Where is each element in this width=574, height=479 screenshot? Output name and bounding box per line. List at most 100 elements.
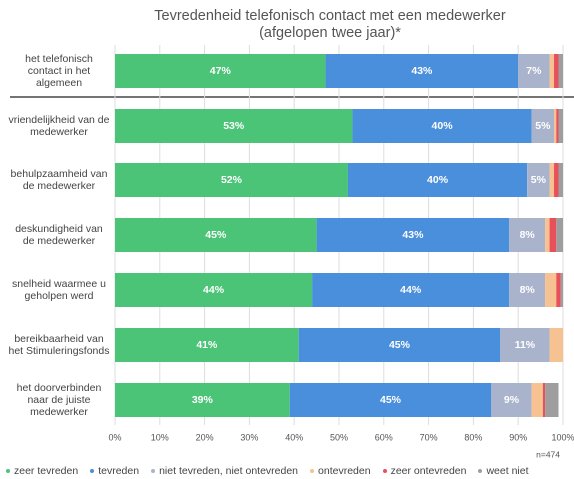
legend-dot [478,469,483,473]
legend-dot [310,469,315,473]
x-tick-label: 60% [375,432,393,442]
category-label: behulpzaamheid van de medewerker [10,168,108,192]
bar-segment [352,109,532,143]
bar-segment [545,273,557,307]
legend-item: weet niet [478,465,529,477]
bar-segment [549,54,555,88]
category-label: snelheid waarmee u geholpen werd [12,278,106,302]
value-label: 9% [504,394,520,406]
category-label: bereikbaarheid van het Stimuleringsfonds [8,333,110,357]
bar-segment [312,273,510,307]
category-label: het telefonisch contact in het algemeen [25,53,93,89]
bar-segment [491,383,532,417]
bar-segment [554,163,559,197]
legend-item: zeer ontevreden [382,465,467,477]
bar-segment [549,163,555,197]
bar-segment [549,218,557,252]
bar-segment [325,54,519,88]
bar-segment [298,328,501,362]
bar-segment [560,273,563,307]
x-tick-label: 20% [196,432,214,442]
x-tick-label: 100% [551,432,574,442]
bar-segment [316,218,510,252]
value-label: 5% [531,174,547,186]
x-tick-label: 90% [509,432,527,442]
value-label: 43% [411,65,433,77]
note: n=474 [536,449,560,459]
value-label: 7% [526,65,542,77]
value-label: 11% [515,339,536,351]
value-label: 40% [427,174,449,186]
legend-item: tevreden [90,465,139,477]
x-tick-label: 0% [108,432,121,442]
x-tick-label: 10% [151,432,169,442]
bar-segment [289,383,492,417]
chart-title: Tevredenheid telefonisch contact met een… [154,8,506,24]
bar-segment [556,273,561,307]
legend-label: ontevreden [318,465,371,477]
x-tick-label: 80% [464,432,482,442]
bar-segment [509,273,546,307]
bar-segment [500,328,550,362]
legend-label: zeer tevreden [14,465,79,477]
legend-dot [382,469,387,473]
bar-segment [518,54,550,88]
value-label: 43% [402,229,424,241]
legend-dot [90,469,95,473]
bar-segment [527,163,550,197]
legend-label: niet tevreden, niet ontevreden [159,465,299,477]
value-label: 45% [205,229,227,241]
bar-segment [554,109,557,143]
value-label: 45% [389,339,411,351]
bar-segment [509,218,546,252]
category-label: het doorverbinden naar de juiste medewer… [16,382,102,418]
bar-segment [558,163,563,197]
value-label: 39% [192,394,214,406]
x-tick-label: 30% [240,432,258,442]
value-label: 53% [223,120,245,132]
value-label: 5% [535,120,551,132]
bar-segment [545,218,550,252]
bar-segment [542,383,546,417]
value-label: 8% [520,284,536,296]
value-label: 44% [400,284,422,296]
legend-item: ontevreden [310,465,371,477]
bar-segment [556,109,559,143]
bar-segment [347,163,528,197]
value-label: 52% [221,174,243,186]
bar-segment [558,109,563,143]
bar-segment [545,383,559,417]
bar-segment [556,218,563,252]
value-label: 40% [432,120,454,132]
x-tick-label: 50% [330,432,348,442]
bar-segment [115,328,299,362]
legend-item: zeer tevreden [6,465,78,477]
bar-segment [531,109,555,143]
value-label: 41% [196,339,218,351]
value-label: 47% [210,65,232,77]
value-label: 45% [380,394,402,406]
chart-subtitle: (afgelopen twee jaar)* [259,25,401,41]
value-label: 44% [203,284,225,296]
bar-segment [531,383,543,417]
x-tick-label: 40% [285,432,303,442]
legend-dot [151,469,156,473]
bar-segment [115,109,353,143]
legend-label: zeer ontevreden [390,465,467,477]
legend-label: tevreden [98,465,140,477]
legend-item: niet tevreden, niet ontevreden [151,465,298,477]
bar-segment [115,163,348,197]
bar-segment [115,273,313,307]
x-tick-label: 70% [420,432,438,442]
legend-label: weet niet [486,465,529,477]
bar-segment [554,54,559,88]
bar-segment [549,328,563,362]
legend-dot [6,469,10,473]
category-label: deskundigheid van de medewerker [15,223,103,247]
category-label: vriendelijkheid van de medewerker [8,114,110,138]
bar-segment [115,218,317,252]
legend: zeer tevreden tevreden niet tevreden, niet… [6,465,574,477]
value-label: 8% [520,229,536,241]
